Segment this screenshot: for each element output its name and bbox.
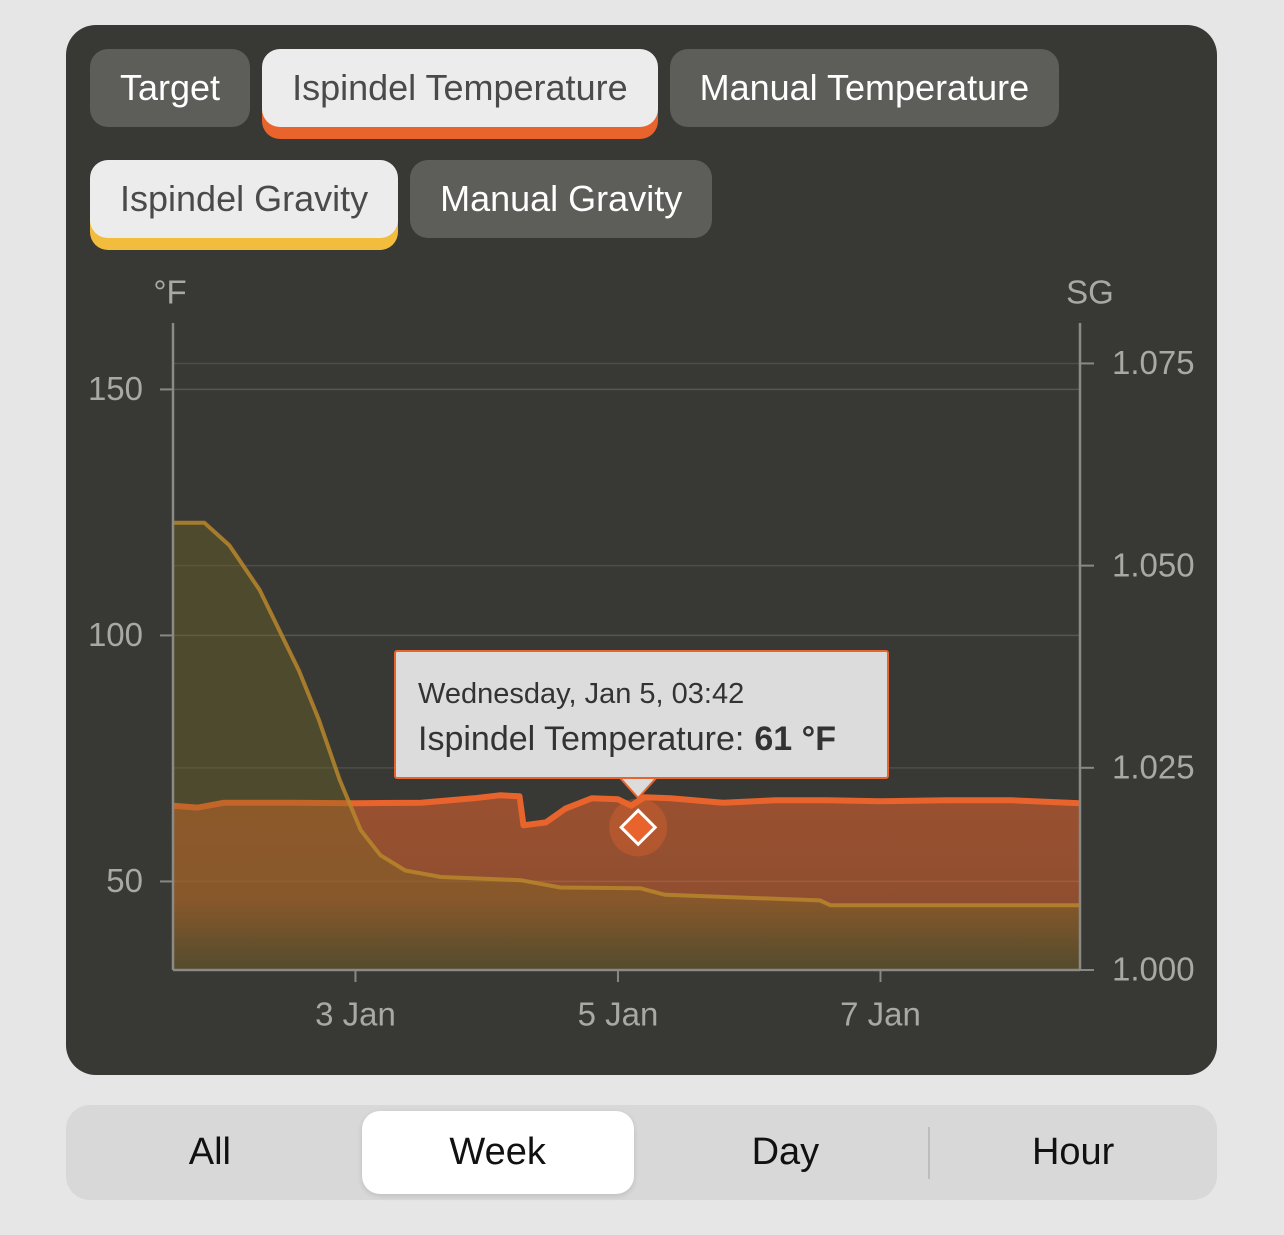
- series-toggle[interactable]: Manual Gravity: [410, 160, 713, 238]
- tooltip-value: 61 °F: [754, 720, 836, 758]
- series-area: [173, 522, 1080, 970]
- x-tick-label: 5 Jan: [578, 996, 659, 1033]
- separator: [928, 1127, 931, 1179]
- series-line: [173, 520, 1080, 908]
- chart: °F SG 50 100 150 1.000 1.025 1.050 1.075 3 Jan 5 J…: [88, 274, 1195, 1033]
- y2-tick-label: 1.025: [1112, 749, 1195, 786]
- y2-tick-label: 1.050: [1112, 546, 1195, 583]
- range-option[interactable]: Day: [751, 1131, 820, 1173]
- y2-tick-label: 1.075: [1112, 344, 1195, 381]
- series-area: [173, 795, 1080, 970]
- tooltip-date: Wednesday, Jan 5, 03:42: [418, 678, 745, 710]
- y2-tick-label: 1.000: [1112, 951, 1195, 988]
- x-tick-label: 3 Jan: [315, 996, 396, 1033]
- y2-axis-label: SG: [1066, 274, 1114, 311]
- y-tick-label: 100: [88, 616, 143, 653]
- hover-marker: [619, 808, 658, 847]
- series-toggle[interactable]: Ispindel Temperature: [262, 49, 658, 127]
- series-toggle[interactable]: Manual Temperature: [669, 49, 1060, 127]
- tooltip-label: Ispindel Temperature:: [418, 720, 745, 758]
- tooltip-line: Ispindel Temperature: 61 °F: [418, 720, 836, 759]
- series-line: [172, 792, 1081, 829]
- y-tick-label: 150: [88, 370, 143, 407]
- time-range-control: All Week Day Hour: [66, 1105, 1217, 1200]
- x-tick-label: 7 Jan: [840, 996, 921, 1033]
- tooltip: Wednesday, Jan 5, 03:42 Ispindel Tempera…: [394, 650, 889, 779]
- y-axis-label: °F: [153, 274, 186, 311]
- range-option[interactable]: Week: [361, 1111, 634, 1194]
- series-toggle[interactable]: Target: [90, 49, 251, 127]
- range-option[interactable]: Hour: [1031, 1131, 1115, 1173]
- range-option[interactable]: All: [188, 1131, 231, 1173]
- series-toggles: Target Ispindel Temperature Manual Tempera…: [90, 49, 1217, 238]
- y-tick-label: 50: [106, 862, 143, 899]
- series-toggle[interactable]: Ispindel Gravity: [90, 160, 399, 238]
